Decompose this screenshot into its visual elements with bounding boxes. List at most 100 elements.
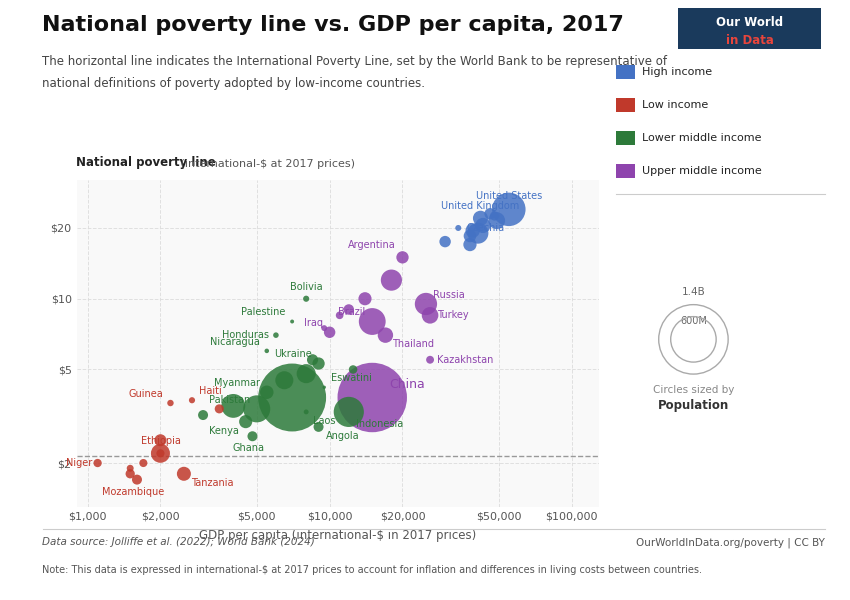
Text: Ukraine: Ukraine [274,349,312,359]
Point [333,311,347,320]
Point [154,436,167,445]
Point [246,431,259,441]
Point [439,237,452,247]
Point [137,458,150,468]
Point [323,328,337,337]
Point [130,475,144,484]
Point [123,469,137,479]
Point [317,323,331,333]
Text: Haiti: Haiti [199,386,222,396]
Point [177,469,190,479]
Text: Kenya: Kenya [209,426,239,436]
Text: Brazil: Brazil [338,307,366,317]
Text: Tanzania: Tanzania [191,478,234,488]
Text: Palestine: Palestine [241,307,286,317]
Text: 1.4B: 1.4B [682,287,706,297]
Point [358,294,371,304]
Point [154,448,167,458]
Text: Pakistan: Pakistan [208,395,250,404]
Point [476,221,490,230]
Text: Population: Population [658,399,729,412]
Text: Thailand: Thailand [393,340,434,349]
Text: China: China [389,377,425,391]
Text: National poverty line vs. GDP per capita, 2017: National poverty line vs. GDP per capita… [42,15,625,35]
Text: The horizontal line indicates the International Poverty Line, set by the World B: The horizontal line indicates the Intern… [42,55,667,68]
Point [164,398,178,408]
Text: High income: High income [642,67,711,77]
Point [488,211,502,221]
Point [502,205,516,214]
Text: OurWorldInData.org/poverty | CC BY: OurWorldInData.org/poverty | CC BY [636,537,824,547]
Text: Argentina: Argentina [348,241,395,250]
Point [451,223,465,233]
Text: Low income: Low income [642,100,708,110]
Point [260,346,274,356]
Point [185,395,199,405]
Text: Eswatini: Eswatini [332,373,372,383]
Text: Kazakhstan: Kazakhstan [437,355,493,365]
Text: Circles sized by: Circles sized by [653,385,734,395]
Text: United States: United States [476,191,542,201]
Point [286,393,299,403]
Text: national definitions of poverty adopted by low-income countries.: national definitions of poverty adopted … [42,77,426,90]
Point [366,393,379,403]
Text: Guinea: Guinea [128,389,163,399]
Point [278,376,292,385]
Text: Niger: Niger [65,458,92,468]
Point [463,231,477,241]
Point [419,299,433,309]
Point [306,355,320,365]
Point [384,275,398,285]
Text: Angola: Angola [326,431,359,441]
Point [466,226,479,235]
Point [299,369,313,379]
Point [312,359,326,368]
Point [687,335,700,344]
Point [286,317,299,326]
Text: Mozambique: Mozambique [102,487,164,497]
Point [471,229,484,238]
Point [212,404,226,413]
Text: Ethiopia: Ethiopia [140,436,180,446]
Point [423,311,437,320]
Text: Laos: Laos [313,416,336,426]
Point [396,253,410,262]
Point [299,407,313,417]
Point [346,365,360,374]
Text: Note: This data is expressed in international-$ at 2017 prices to account for in: Note: This data is expressed in internat… [42,565,702,575]
Point [250,404,264,413]
Point [484,209,497,218]
Text: 600M: 600M [680,316,707,326]
Text: Upper middle income: Upper middle income [642,166,762,176]
Text: Data source: Jolliffe et al. (2022); World Bank (2024): Data source: Jolliffe et al. (2022); Wor… [42,537,315,547]
Text: Nicaragua: Nicaragua [210,337,260,347]
Text: United Kingdom: United Kingdom [441,202,519,211]
Text: Honduras: Honduras [222,330,269,340]
Text: in Data: in Data [726,34,774,47]
Text: Ghana: Ghana [232,443,264,453]
Point [342,407,355,417]
Point [423,355,437,365]
Point [239,417,252,427]
Text: Russia: Russia [433,290,465,300]
Text: Bolivia: Bolivia [290,282,322,292]
Point [687,335,700,344]
Point [378,331,392,340]
Point [269,331,283,340]
Text: Lower middle income: Lower middle income [642,133,762,143]
Point [490,216,503,226]
Point [123,463,137,473]
Point [260,388,274,397]
Text: (international-$ at 2017 prices): (international-$ at 2017 prices) [177,159,354,169]
Point [154,448,167,458]
Text: Czechia: Czechia [467,223,505,233]
Point [366,317,379,326]
X-axis label: GDP per capita (international-$ in 2017 prices): GDP per capita (international-$ in 2017 … [199,529,477,542]
Text: Our World: Our World [717,16,783,29]
Point [473,214,487,223]
Point [226,401,240,411]
Text: Turkey: Turkey [437,310,468,320]
Point [463,240,477,250]
Text: National poverty line: National poverty line [76,156,216,169]
Point [342,305,355,314]
